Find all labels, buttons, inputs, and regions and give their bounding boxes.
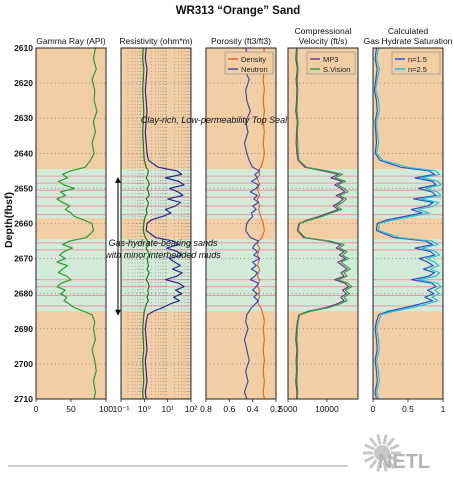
hydrate-zone-band — [36, 239, 106, 312]
hydrate-zone-band — [36, 169, 106, 219]
figure-title: WR313 “Orange” Sand — [176, 5, 301, 17]
track-title-line: Resistivity (ohm*m) — [119, 36, 192, 46]
x-tick-label: 10² — [185, 404, 197, 414]
netl-logo: NETL — [363, 434, 430, 473]
series-line-track2-2 — [142, 47, 150, 400]
legend-label: Neutron — [241, 65, 268, 74]
series-line-density — [256, 47, 265, 400]
series-line-neutron — [243, 47, 261, 400]
logo-ray — [369, 437, 378, 447]
log-track-2: Resistivity (ohm*m) 10⁻¹ 10⁰ 10¹ 10² — [113, 36, 198, 414]
x-tick-label: 100 — [99, 404, 113, 414]
hydrate-zone-band — [288, 169, 358, 219]
track-title: Calculated Gas Hydrate Saturation — [364, 26, 453, 46]
annotation-interbedded-muds: with minor interbedded muds — [105, 250, 221, 260]
series-line-track2-1 — [144, 47, 185, 400]
logo-ray — [376, 461, 382, 472]
track-title-line: Compressional — [295, 26, 352, 36]
depth-axis: 2610 2620 2630 2640 2650 2660 2670 2680 2690 2700… — [14, 43, 33, 404]
track-title-line: Gamma Ray (API) — [36, 36, 106, 46]
y-tick-label: 2670 — [14, 254, 33, 264]
x-tick-label: 0 — [34, 404, 39, 414]
track-title: Resistivity (ohm*m) — [119, 36, 192, 46]
x-tick-label: 0.2 — [270, 404, 282, 414]
track-frame — [287, 47, 359, 400]
arrow-head-down-icon — [115, 309, 121, 316]
logo-ray — [382, 461, 388, 472]
x-tick-label: 10¹ — [162, 404, 174, 414]
x-tick-label: 5000 — [279, 404, 298, 414]
track-frame — [120, 47, 192, 400]
track-title-line: Gas Hydrate Saturation — [364, 36, 453, 46]
annotations: Clay-rich, Low-permeability Top Seal Gas… — [105, 115, 288, 316]
track-title: Compressional Velocity (ft/s) — [295, 26, 352, 46]
logo-ray — [364, 455, 375, 463]
hydrate-zone-band — [373, 169, 443, 219]
y-tick-label: 2680 — [14, 289, 33, 299]
logo-ray — [386, 459, 395, 469]
y-tick-label: 2690 — [14, 324, 33, 334]
y-tick-label: 2650 — [14, 183, 33, 193]
y-axis-label: Depth(fbsf) — [3, 192, 15, 248]
x-tick-label: 50 — [66, 404, 76, 414]
legend-label: S.Vision — [323, 65, 350, 74]
arrow-head-up-icon — [115, 176, 121, 183]
logo-text: NETL — [378, 451, 430, 473]
x-tick-label: 1 — [441, 404, 446, 414]
series-line-s-vision — [296, 47, 353, 400]
x-tick-label: 10000 — [315, 404, 339, 414]
x-tick-label: 10⁻¹ — [113, 404, 130, 414]
legend-label: n=1.5 — [408, 55, 427, 64]
track-title: Porosity (ft3/ft3) — [211, 36, 271, 46]
sun-burst-icon — [363, 434, 401, 472]
track-title-line: Calculated — [388, 26, 428, 36]
legend-label: n=2.5 — [408, 65, 427, 74]
legend-label: Density — [241, 55, 266, 64]
track-frame — [205, 47, 277, 400]
x-tick-label: 0 — [371, 404, 376, 414]
x-tick-label: 0.6 — [223, 404, 235, 414]
logo-ray — [364, 443, 375, 451]
x-tick-label: 0.5 — [402, 404, 414, 414]
logo-ray — [369, 459, 378, 469]
logo-ray — [386, 437, 395, 447]
logo-ray — [382, 434, 388, 445]
legend-label: MP3 — [323, 55, 338, 64]
y-tick-label: 2630 — [14, 113, 33, 123]
y-tick-label: 2640 — [14, 148, 33, 158]
logo-ray — [389, 455, 400, 463]
x-tick-label: 10⁰ — [138, 404, 151, 414]
log-track-5: Calculated Gas Hydrate Saturation n=1.5n=2… — [364, 26, 453, 414]
track-title-line: Velocity (ft/s) — [299, 36, 348, 46]
hydrate-zone-band — [206, 169, 276, 219]
hydrate-zone-band — [206, 239, 276, 312]
series-line-track1-1 — [56, 47, 98, 400]
logo-ray — [389, 443, 400, 451]
annotation-top-seal: Clay-rich, Low-permeability Top Seal — [141, 115, 288, 125]
y-tick-label: 2610 — [14, 43, 33, 53]
x-tick-label: 0.4 — [247, 404, 259, 414]
annotation-hydrate-sands: Gas-hydrate-bearing sands — [108, 238, 218, 248]
y-tick-label: 2710 — [14, 394, 33, 404]
hydrate-zone-band — [121, 169, 191, 219]
logo-core — [374, 445, 390, 461]
y-tick-label: 2620 — [14, 78, 33, 88]
y-tick-label: 2700 — [14, 359, 33, 369]
series-line-n-1-5 — [373, 47, 437, 400]
track-title: Gamma Ray (API) — [36, 36, 106, 46]
y-tick-label: 2660 — [14, 219, 33, 229]
series-line-n-2-5 — [375, 47, 442, 400]
track-title-line: Porosity (ft3/ft3) — [211, 36, 271, 46]
x-tick-label: 0.8 — [200, 404, 212, 414]
logo-ray — [376, 434, 382, 445]
log-track-1: Gamma Ray (API) 0 50 100 — [34, 36, 114, 414]
